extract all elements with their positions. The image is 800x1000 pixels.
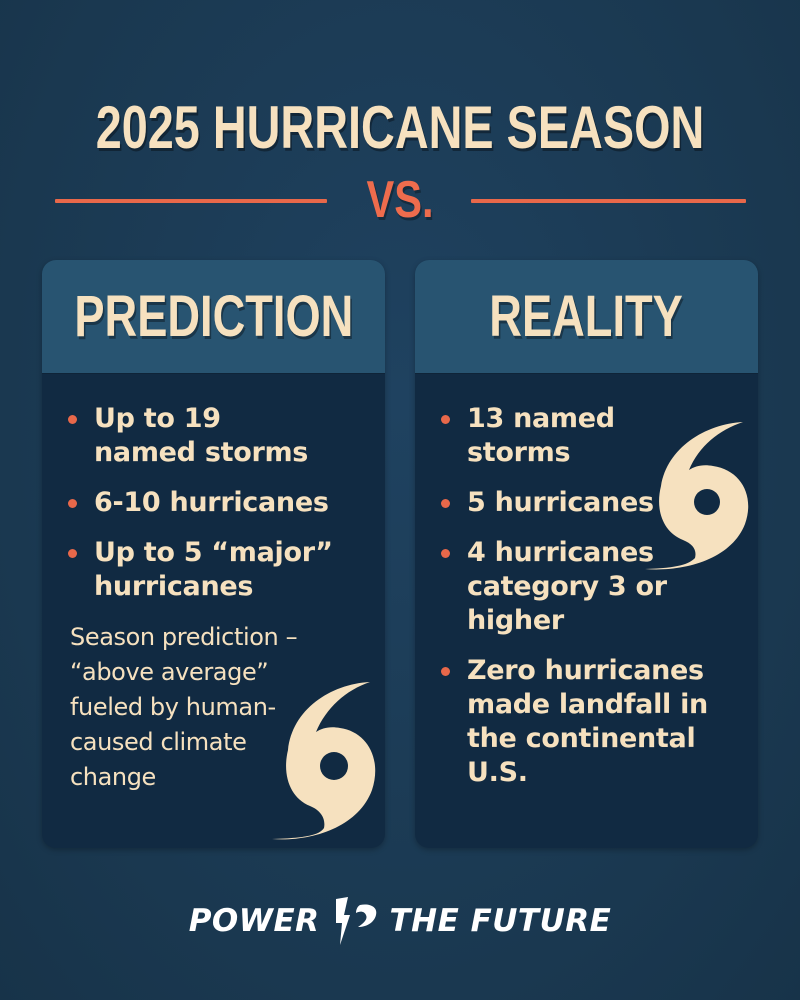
list-item: 6-10 hurricanes [64, 486, 365, 520]
prediction-list: Up to 19 named storms 6-10 hurricanes Up… [64, 402, 365, 604]
prediction-card: PREDICTION Up to 19 named storms 6-10 hu… [42, 260, 385, 848]
page-title: 2025 HURRICANE SEASON [95, 94, 705, 161]
bullet-dot [68, 415, 77, 424]
prediction-title: PREDICTION [74, 284, 353, 349]
list-item: 13 named storms [437, 402, 637, 470]
lightning-bolt-icon [335, 897, 376, 945]
logo-text-left: POWER [188, 903, 320, 939]
bullet-dot [441, 499, 450, 508]
bullet-dot [441, 415, 450, 424]
bullet-dot [68, 499, 77, 508]
list-item: 4 hurricanes category 3 or higher [437, 536, 667, 638]
bullet-dot [441, 667, 450, 676]
hurricane-icon [272, 682, 376, 840]
divider-line-right [471, 199, 746, 203]
reality-card-body: 13 named storms 5 hurricanes 4 hurricane… [415, 374, 758, 790]
list-item: 5 hurricanes [437, 486, 738, 520]
reality-card: REALITY 13 named storms 5 hurricanes 4 h… [415, 260, 758, 848]
vs-label: VS. [366, 171, 434, 229]
list-item: Up to 5 “major” hurricanes [64, 536, 344, 604]
bullet-dot [441, 549, 450, 558]
reality-card-header: REALITY [415, 260, 758, 374]
prediction-note: Season prediction – “above average” fuel… [70, 623, 298, 791]
logo-text-right: THE FUTURE [389, 903, 612, 939]
divider-line-left [55, 199, 327, 203]
list-item: Zero hurricanes made landfall in the con… [437, 654, 737, 790]
vs-divider: VS. [0, 170, 800, 230]
power-the-future-logo: POWER THE FUTURE [0, 893, 800, 949]
prediction-card-header: PREDICTION [42, 260, 385, 374]
list-item: Up to 19 named storms [64, 402, 324, 470]
prediction-card-body: Up to 19 named storms 6-10 hurricanes Up… [42, 374, 385, 795]
reality-title: REALITY [489, 284, 684, 349]
reality-list: 13 named storms 5 hurricanes 4 hurricane… [437, 402, 738, 790]
bullet-dot [68, 549, 77, 558]
hurricane-icon [645, 422, 749, 570]
